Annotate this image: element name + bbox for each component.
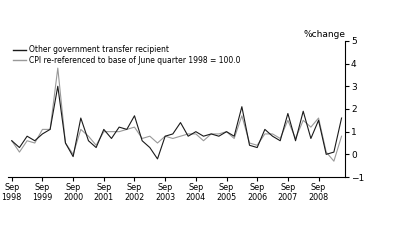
Legend: Other government transfer recipient, CPI re-referenced to base of June quarter 1: Other government transfer recipient, CPI… [12, 45, 242, 66]
Text: %change: %change [303, 30, 345, 39]
